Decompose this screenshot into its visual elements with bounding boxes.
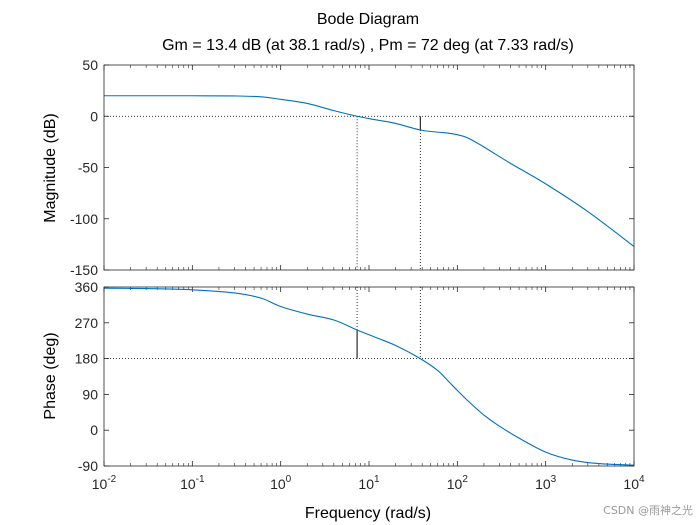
x-tick-label-exponent: 1 — [374, 474, 380, 485]
magnitude-y-tick-label: 0 — [90, 108, 98, 124]
phase-y-tick-label: -90 — [78, 458, 98, 474]
chart-title: Bode Diagram — [317, 11, 419, 28]
phase-y-tick-label: 180 — [75, 351, 99, 367]
x-tick-label-exponent: -2 — [107, 474, 116, 485]
phase-y-tick-label: 0 — [90, 422, 98, 438]
x-tick-label-exponent: 0 — [286, 474, 292, 485]
magnitude-plot-area — [104, 65, 634, 270]
phase-y-tick-label: 270 — [75, 315, 99, 331]
x-tick-label-exponent: 4 — [639, 474, 645, 485]
x-tick-label: 100 — [270, 474, 292, 492]
magnitude-y-tick-label: -100 — [70, 211, 98, 227]
phase-response-line — [103, 287, 635, 466]
phase-y-tick-label: 360 — [75, 279, 99, 295]
chart-subtitle: Gm = 13.4 dB (at 38.1 rad/s) , Pm = 72 d… — [162, 37, 574, 54]
phase-plot-area — [104, 287, 634, 466]
magnitude-y-tick-label: -150 — [70, 262, 98, 278]
x-tick-label: 103 — [535, 474, 557, 492]
magnitude-y-tick-label: -50 — [78, 160, 98, 176]
x-tick-label: 101 — [358, 474, 380, 492]
x-tick-label-base: 10 — [270, 476, 286, 492]
magnitude-y-axis-label: Magnitude (dB) — [42, 113, 59, 222]
magnitude-axes-box — [103, 64, 635, 271]
x-tick-label-base: 10 — [358, 476, 374, 492]
x-tick-label: 10-1 — [180, 474, 205, 492]
x-tick-label-base: 10 — [180, 476, 196, 492]
magnitude-y-tick-label: 50 — [82, 57, 98, 73]
x-tick-label-base: 10 — [447, 476, 463, 492]
x-tick-label-base: 10 — [623, 476, 639, 492]
x-tick-label: 102 — [447, 474, 469, 492]
x-tick-label-base: 10 — [92, 476, 108, 492]
phase-y-axis-label: Phase (deg) — [42, 332, 59, 419]
magnitude-axes: -150 -100 -50 0 50 — [70, 57, 635, 278]
x-tick-label: 104 — [623, 474, 645, 492]
watermark: CSDN @雨神之光 — [603, 503, 693, 517]
x-tick-label-exponent: -1 — [196, 474, 205, 485]
magnitude-response-line — [104, 95, 635, 247]
phase-axes-box — [103, 286, 635, 467]
x-tick-label-exponent: 2 — [462, 474, 468, 485]
phase-y-tick-label: 90 — [82, 386, 98, 402]
x-tick-label: 10-2 — [92, 474, 117, 492]
x-tick-label-exponent: 3 — [551, 474, 557, 485]
x-tick-label-base: 10 — [535, 476, 551, 492]
x-axis-label: Frequency (rad/s) — [305, 505, 431, 522]
